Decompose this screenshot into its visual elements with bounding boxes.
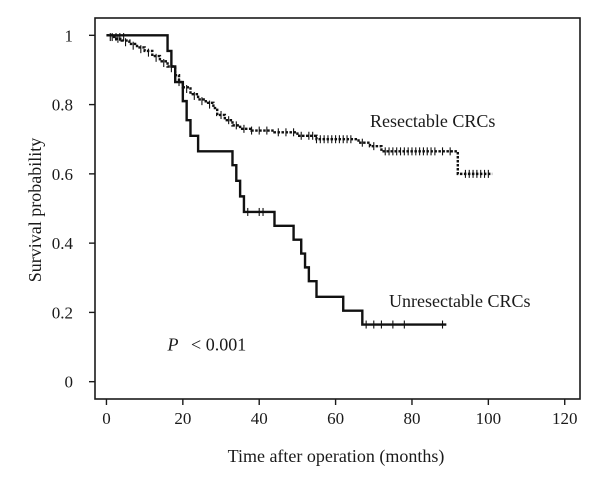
y-tick-label: 0.6	[52, 165, 73, 184]
axis-tick-labels: 0 20 40 60 80 100 120 0 0.2 0.4 0.6 0.8 1	[52, 26, 578, 428]
resectable-curve	[106, 34, 493, 176]
y-tick-label: 0.2	[52, 303, 73, 322]
axis-ticks	[89, 34, 566, 405]
x-tick-label: 20	[174, 409, 191, 428]
y-tick-label: 0.8	[52, 96, 73, 115]
censor-marks	[109, 33, 489, 329]
y-tick-label: 1	[65, 26, 74, 45]
x-tick-label: 0	[102, 409, 111, 428]
x-tick-label: 60	[327, 409, 344, 428]
y-axis-title: Survival probability	[25, 138, 45, 282]
p-value-text: < 0.001	[191, 335, 246, 355]
p-value-annotation: P < 0.001	[167, 335, 247, 355]
resectable-label: Resectable CRCs	[370, 111, 495, 131]
x-tick-label: 40	[251, 409, 268, 428]
x-tick-label: 80	[403, 409, 420, 428]
plot-frame	[94, 17, 581, 400]
x-axis-title: Time after operation (months)	[228, 446, 445, 467]
y-tick-label: 0.4	[52, 234, 74, 253]
survival-curves	[106, 34, 493, 326]
p-value-symbol: P	[167, 335, 179, 355]
unresectable-label: Unresectable CRCs	[389, 291, 530, 311]
series-labels: Unresectable CRCs Resectable CRCs	[370, 111, 531, 311]
y-tick-label: 0	[65, 373, 74, 392]
x-tick-label: 120	[552, 409, 578, 428]
x-tick-label: 100	[476, 409, 502, 428]
unresectable-curve	[106, 34, 447, 326]
